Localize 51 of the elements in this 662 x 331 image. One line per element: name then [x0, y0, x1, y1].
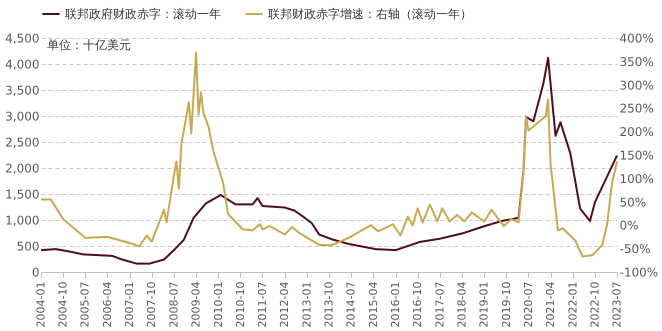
x-tick-label: 2017-07: [433, 282, 446, 328]
y2-tick-label: 50%: [620, 195, 646, 210]
x-tick-label: 2010-10: [234, 282, 247, 328]
x-tick-label: 2020-07: [522, 282, 535, 328]
x-tick-label: 2013-01: [300, 282, 314, 328]
y-tick-label: 1,500: [5, 188, 40, 202]
x-tick-label: 2016-10: [411, 282, 424, 328]
y-tick-label: 4,000: [5, 58, 40, 72]
y2-tick-label: 150%: [620, 148, 654, 162]
x-tick-label: 2014-07: [344, 282, 358, 328]
y2-tick-label: 250%: [620, 102, 654, 116]
x-tick-label: 2008-07: [167, 282, 180, 328]
y2-tick-label: -50%: [620, 242, 651, 256]
x-tick-label: 2015-04: [366, 282, 380, 328]
y-tick-label: 2,000: [5, 162, 40, 176]
y-tick-label: 1,000: [5, 214, 40, 228]
y2-tick-label: 200%: [620, 125, 654, 140]
y2-tick-label: 400%: [620, 32, 654, 46]
x-tick-label: 2012-04: [278, 282, 292, 328]
x-tick-label: 2019-10: [500, 282, 513, 328]
x-tick-label: 2021-04: [544, 282, 558, 328]
y-tick-label: 2,500: [5, 136, 40, 150]
x-tick-label: 2023-07: [610, 282, 624, 328]
y-tick-label: 500: [16, 240, 40, 254]
x-tick-label: 2004-10: [56, 282, 70, 328]
y2-tick-label: 350%: [620, 54, 654, 69]
x-tick-label: 2007-10: [145, 282, 158, 328]
legend-label: 联邦政府财政赤字：滚动一年: [65, 7, 221, 21]
y2-tick-label: -100%: [620, 266, 658, 280]
x-tick-label: 2016-01: [389, 282, 402, 328]
annotation: 单位：十亿美元: [47, 38, 131, 52]
x-tick-label: 2011-07: [256, 282, 269, 328]
x-tick-label: 2010-01: [212, 282, 225, 328]
x-tick-label: 2005-07: [78, 282, 92, 328]
y2-tick-label: 100%: [620, 172, 654, 186]
y-tick-label: 0: [32, 266, 40, 280]
y-tick-label: 3,500: [5, 84, 40, 98]
x-tick-label: 2022-10: [588, 282, 602, 328]
y2-tick-label: 300%: [620, 78, 654, 92]
x-tick-label: 2019-01: [478, 282, 491, 328]
x-tick-label: 2022-01: [566, 282, 580, 328]
legend-label: 联邦财政赤字增速：右轴（滚动一年）: [268, 7, 472, 21]
x-tick-label: 2013-10: [322, 282, 336, 328]
x-tick-label: 2006-04: [100, 282, 114, 328]
x-tick-label: 2018-04: [455, 282, 468, 328]
y-tick-label: 3,000: [5, 110, 40, 124]
x-tick-label: 2004-01: [34, 282, 48, 328]
x-tick-label: 2007-01: [123, 282, 136, 328]
y-tick-label: 4,500: [5, 32, 40, 46]
y2-tick-label: 0%: [620, 218, 639, 233]
x-tick-label: 2009-04: [190, 282, 203, 328]
